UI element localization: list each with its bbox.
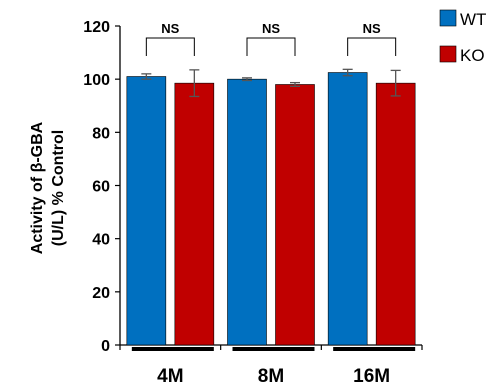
bar-ko-8m	[275, 84, 315, 346]
y-tick-label: 40	[92, 232, 110, 249]
significance-brackets: NS NS NS	[145, 21, 397, 56]
category-marker	[232, 347, 315, 351]
significance-bracket	[347, 37, 397, 56]
y-tick-label: 0	[101, 338, 110, 355]
category-marker	[131, 347, 214, 351]
legend-label-ko: KO	[460, 46, 485, 65]
x-category-label: 8M	[258, 366, 284, 387]
bar-ko-16m	[375, 82, 416, 346]
legend: WT KO	[439, 9, 486, 65]
y-tick-label: 80	[92, 125, 110, 142]
x-categories: 4M 8M 16M	[131, 347, 416, 387]
x-category-label: 16M	[353, 366, 390, 387]
error-bars	[141, 68, 401, 98]
bar-ko-4m	[174, 82, 215, 346]
category-marker	[333, 347, 416, 351]
significance-label: NS	[161, 21, 179, 36]
legend-swatch-ko	[439, 45, 457, 63]
y-axis-label: Activity of β-GBA (U/L) % Control	[29, 121, 67, 254]
y-axis-label-line-2: (U/L) % Control	[50, 130, 67, 246]
y-tick-label: 120	[83, 19, 110, 36]
bar-wt-16m	[327, 72, 368, 346]
legend-label-wt: WT	[460, 10, 486, 29]
y-tick-label: 60	[92, 179, 110, 196]
significance-label: NS	[363, 21, 381, 36]
significance-bracket	[145, 37, 195, 56]
bar-wt-8m	[227, 78, 267, 346]
y-axis-label-line-1: Activity of β-GBA	[29, 121, 46, 254]
significance-label: NS	[262, 21, 280, 36]
significance-bracket	[246, 37, 296, 56]
y-ticks: 0 20 40 60 80 100 120	[83, 19, 120, 355]
bar-wt-4m	[126, 76, 167, 346]
x-category-label: 4M	[157, 366, 183, 387]
legend-swatch-wt	[439, 9, 457, 27]
y-tick-label: 100	[83, 72, 110, 89]
bars	[126, 72, 416, 346]
y-tick-label: 20	[92, 285, 110, 302]
